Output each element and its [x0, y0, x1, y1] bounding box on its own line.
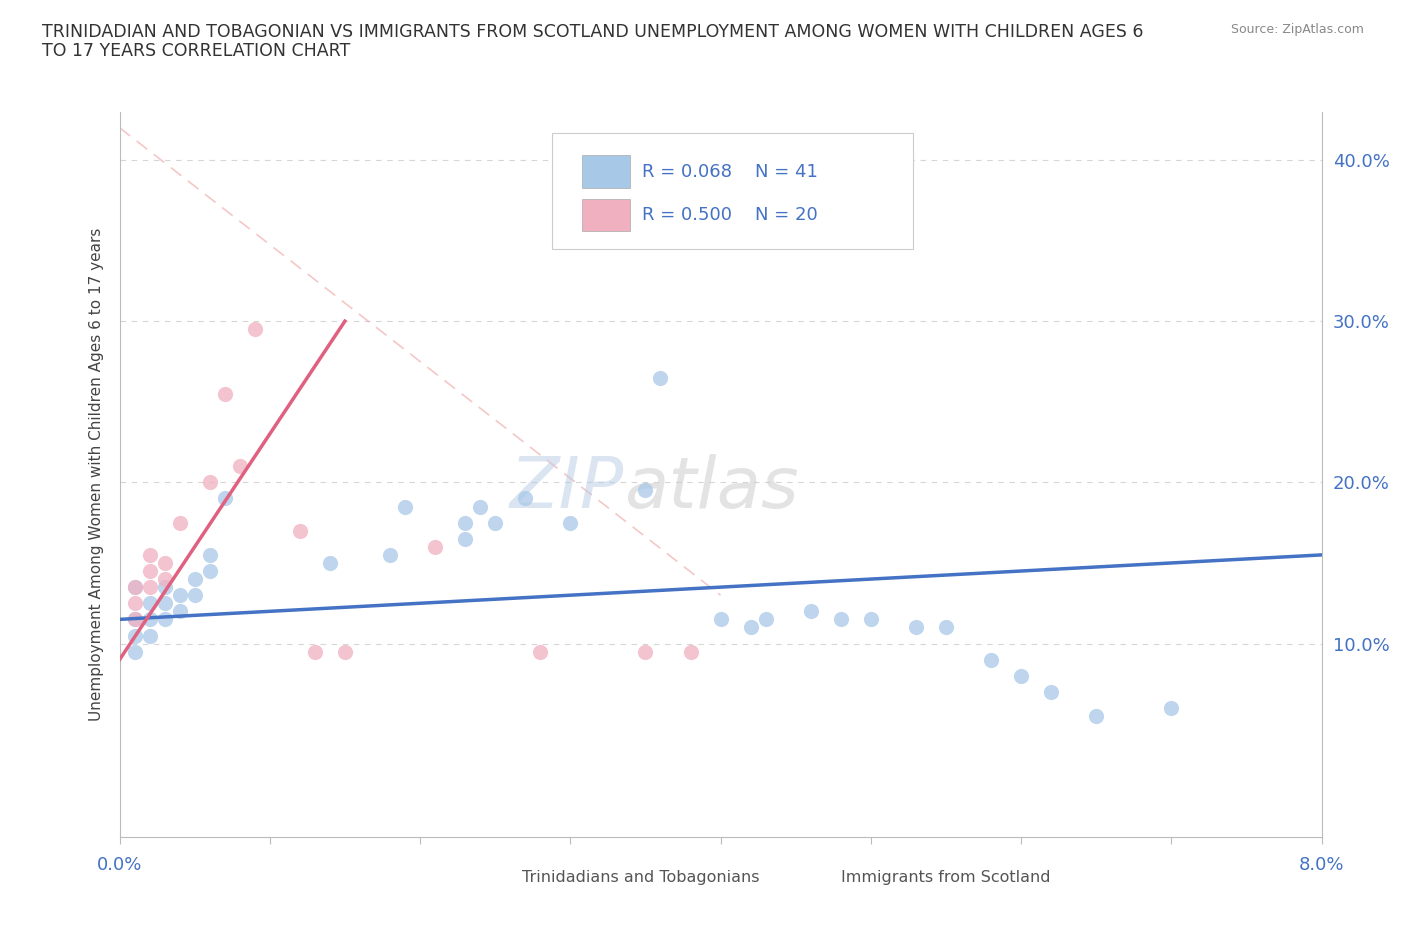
Point: [153, 612, 176, 627]
Point: [169, 604, 191, 618]
Point: [153, 555, 176, 570]
Point: [634, 644, 657, 659]
Point: [124, 596, 146, 611]
Point: [515, 491, 537, 506]
Point: [394, 499, 416, 514]
Point: [1160, 700, 1182, 715]
Point: [198, 475, 221, 490]
Text: 8.0%: 8.0%: [1299, 856, 1344, 873]
Point: [1085, 709, 1108, 724]
Point: [183, 572, 205, 587]
Point: [183, 588, 205, 603]
Point: [124, 579, 146, 594]
Point: [529, 644, 551, 659]
Point: [153, 572, 176, 587]
Point: [468, 499, 492, 514]
Point: [169, 515, 191, 530]
Point: [800, 604, 823, 618]
Point: [454, 515, 477, 530]
Point: [423, 539, 446, 554]
Point: [198, 564, 221, 578]
Point: [138, 579, 160, 594]
Point: [378, 548, 401, 563]
Point: [755, 612, 778, 627]
Text: R = 0.500    N = 20: R = 0.500 N = 20: [643, 206, 818, 224]
Point: [319, 555, 342, 570]
Point: [138, 612, 160, 627]
Point: [740, 620, 762, 635]
Point: [124, 628, 146, 643]
Y-axis label: Unemployment Among Women with Children Ages 6 to 17 years: Unemployment Among Women with Children A…: [89, 228, 104, 721]
Point: [153, 596, 176, 611]
Point: [138, 564, 160, 578]
Point: [634, 483, 657, 498]
Point: [169, 588, 191, 603]
Point: [904, 620, 927, 635]
Point: [650, 370, 672, 385]
Text: atlas: atlas: [624, 455, 799, 524]
Point: [214, 491, 236, 506]
Point: [124, 612, 146, 627]
Text: Trinidadians and Tobagonians: Trinidadians and Tobagonians: [522, 870, 759, 885]
Text: 0.0%: 0.0%: [97, 856, 142, 873]
Point: [935, 620, 957, 635]
Point: [454, 531, 477, 546]
Point: [1010, 669, 1032, 684]
Point: [228, 458, 252, 473]
Point: [124, 612, 146, 627]
FancyBboxPatch shape: [479, 866, 513, 889]
Point: [198, 548, 221, 563]
FancyBboxPatch shape: [553, 133, 912, 249]
Point: [243, 322, 266, 337]
Text: TRINIDADIAN AND TOBAGONIAN VS IMMIGRANTS FROM SCOTLAND UNEMPLOYMENT AMONG WOMEN : TRINIDADIAN AND TOBAGONIAN VS IMMIGRANTS…: [42, 23, 1143, 41]
Point: [484, 515, 506, 530]
Point: [859, 612, 882, 627]
Point: [288, 524, 311, 538]
Point: [304, 644, 326, 659]
FancyBboxPatch shape: [582, 199, 630, 232]
Point: [830, 612, 852, 627]
Point: [709, 612, 731, 627]
Point: [333, 644, 356, 659]
Point: [138, 548, 160, 563]
Point: [560, 515, 582, 530]
Text: ZIP: ZIP: [510, 455, 624, 524]
Text: TO 17 YEARS CORRELATION CHART: TO 17 YEARS CORRELATION CHART: [42, 42, 350, 60]
Point: [1040, 684, 1063, 699]
Point: [153, 579, 176, 594]
Point: [138, 596, 160, 611]
Text: R = 0.068    N = 41: R = 0.068 N = 41: [643, 163, 818, 180]
Point: [124, 579, 146, 594]
Text: Source: ZipAtlas.com: Source: ZipAtlas.com: [1230, 23, 1364, 36]
Point: [980, 652, 1002, 667]
Point: [124, 644, 146, 659]
Point: [138, 628, 160, 643]
Point: [214, 386, 236, 401]
Point: [679, 644, 702, 659]
FancyBboxPatch shape: [799, 866, 832, 889]
Text: Immigrants from Scotland: Immigrants from Scotland: [841, 870, 1050, 885]
FancyBboxPatch shape: [582, 155, 630, 188]
